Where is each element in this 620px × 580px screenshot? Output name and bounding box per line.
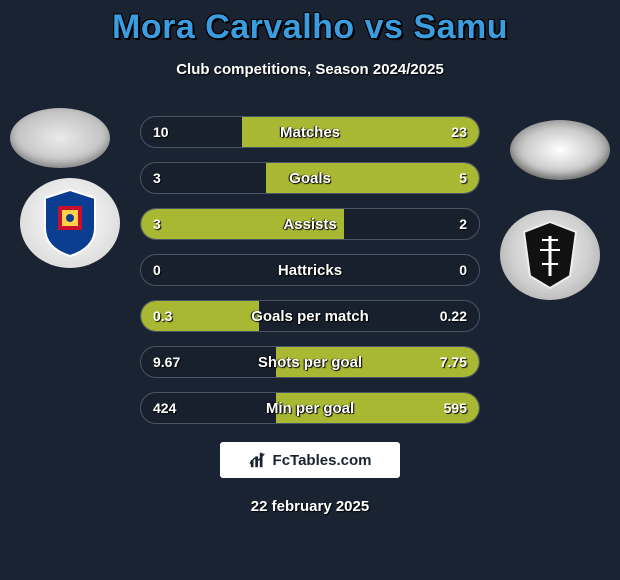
- stat-row: 1023Matches: [140, 116, 480, 148]
- player-right-photo: [510, 120, 610, 180]
- club-crest-right: [500, 210, 600, 300]
- subtitle: Club competitions, Season 2024/2025: [0, 61, 620, 78]
- stat-row: 32Assists: [140, 208, 480, 240]
- player-left-photo: [10, 108, 110, 168]
- stat-row: 00Hattricks: [140, 254, 480, 286]
- stat-row: 9.677.75Shots per goal: [140, 346, 480, 378]
- stat-label: Shots per goal: [141, 347, 479, 377]
- stat-label: Goals per match: [141, 301, 479, 331]
- club-crest-left: [20, 178, 120, 268]
- shield-icon: [40, 188, 100, 258]
- stat-label: Min per goal: [141, 393, 479, 423]
- bar-chart-icon: [249, 451, 267, 469]
- stat-label: Goals: [141, 163, 479, 193]
- stat-row: 424595Min per goal: [140, 392, 480, 424]
- watermark-label: FcTables.com: [273, 452, 372, 469]
- watermark: FcTables.com: [220, 442, 400, 478]
- stats-comparison: 1023Matches 35Goals 32Assists 00Hattricks 0.…: [140, 116, 480, 438]
- date-label: 22 february 2025: [0, 498, 620, 515]
- stat-label: Assists: [141, 209, 479, 239]
- stat-row: 0.30.22Goals per match: [140, 300, 480, 332]
- stat-label: Hattricks: [141, 255, 479, 285]
- stat-label: Matches: [141, 117, 479, 147]
- shield-icon: [520, 220, 580, 290]
- page-title: Mora Carvalho vs Samu: [0, 0, 620, 47]
- stat-row: 35Goals: [140, 162, 480, 194]
